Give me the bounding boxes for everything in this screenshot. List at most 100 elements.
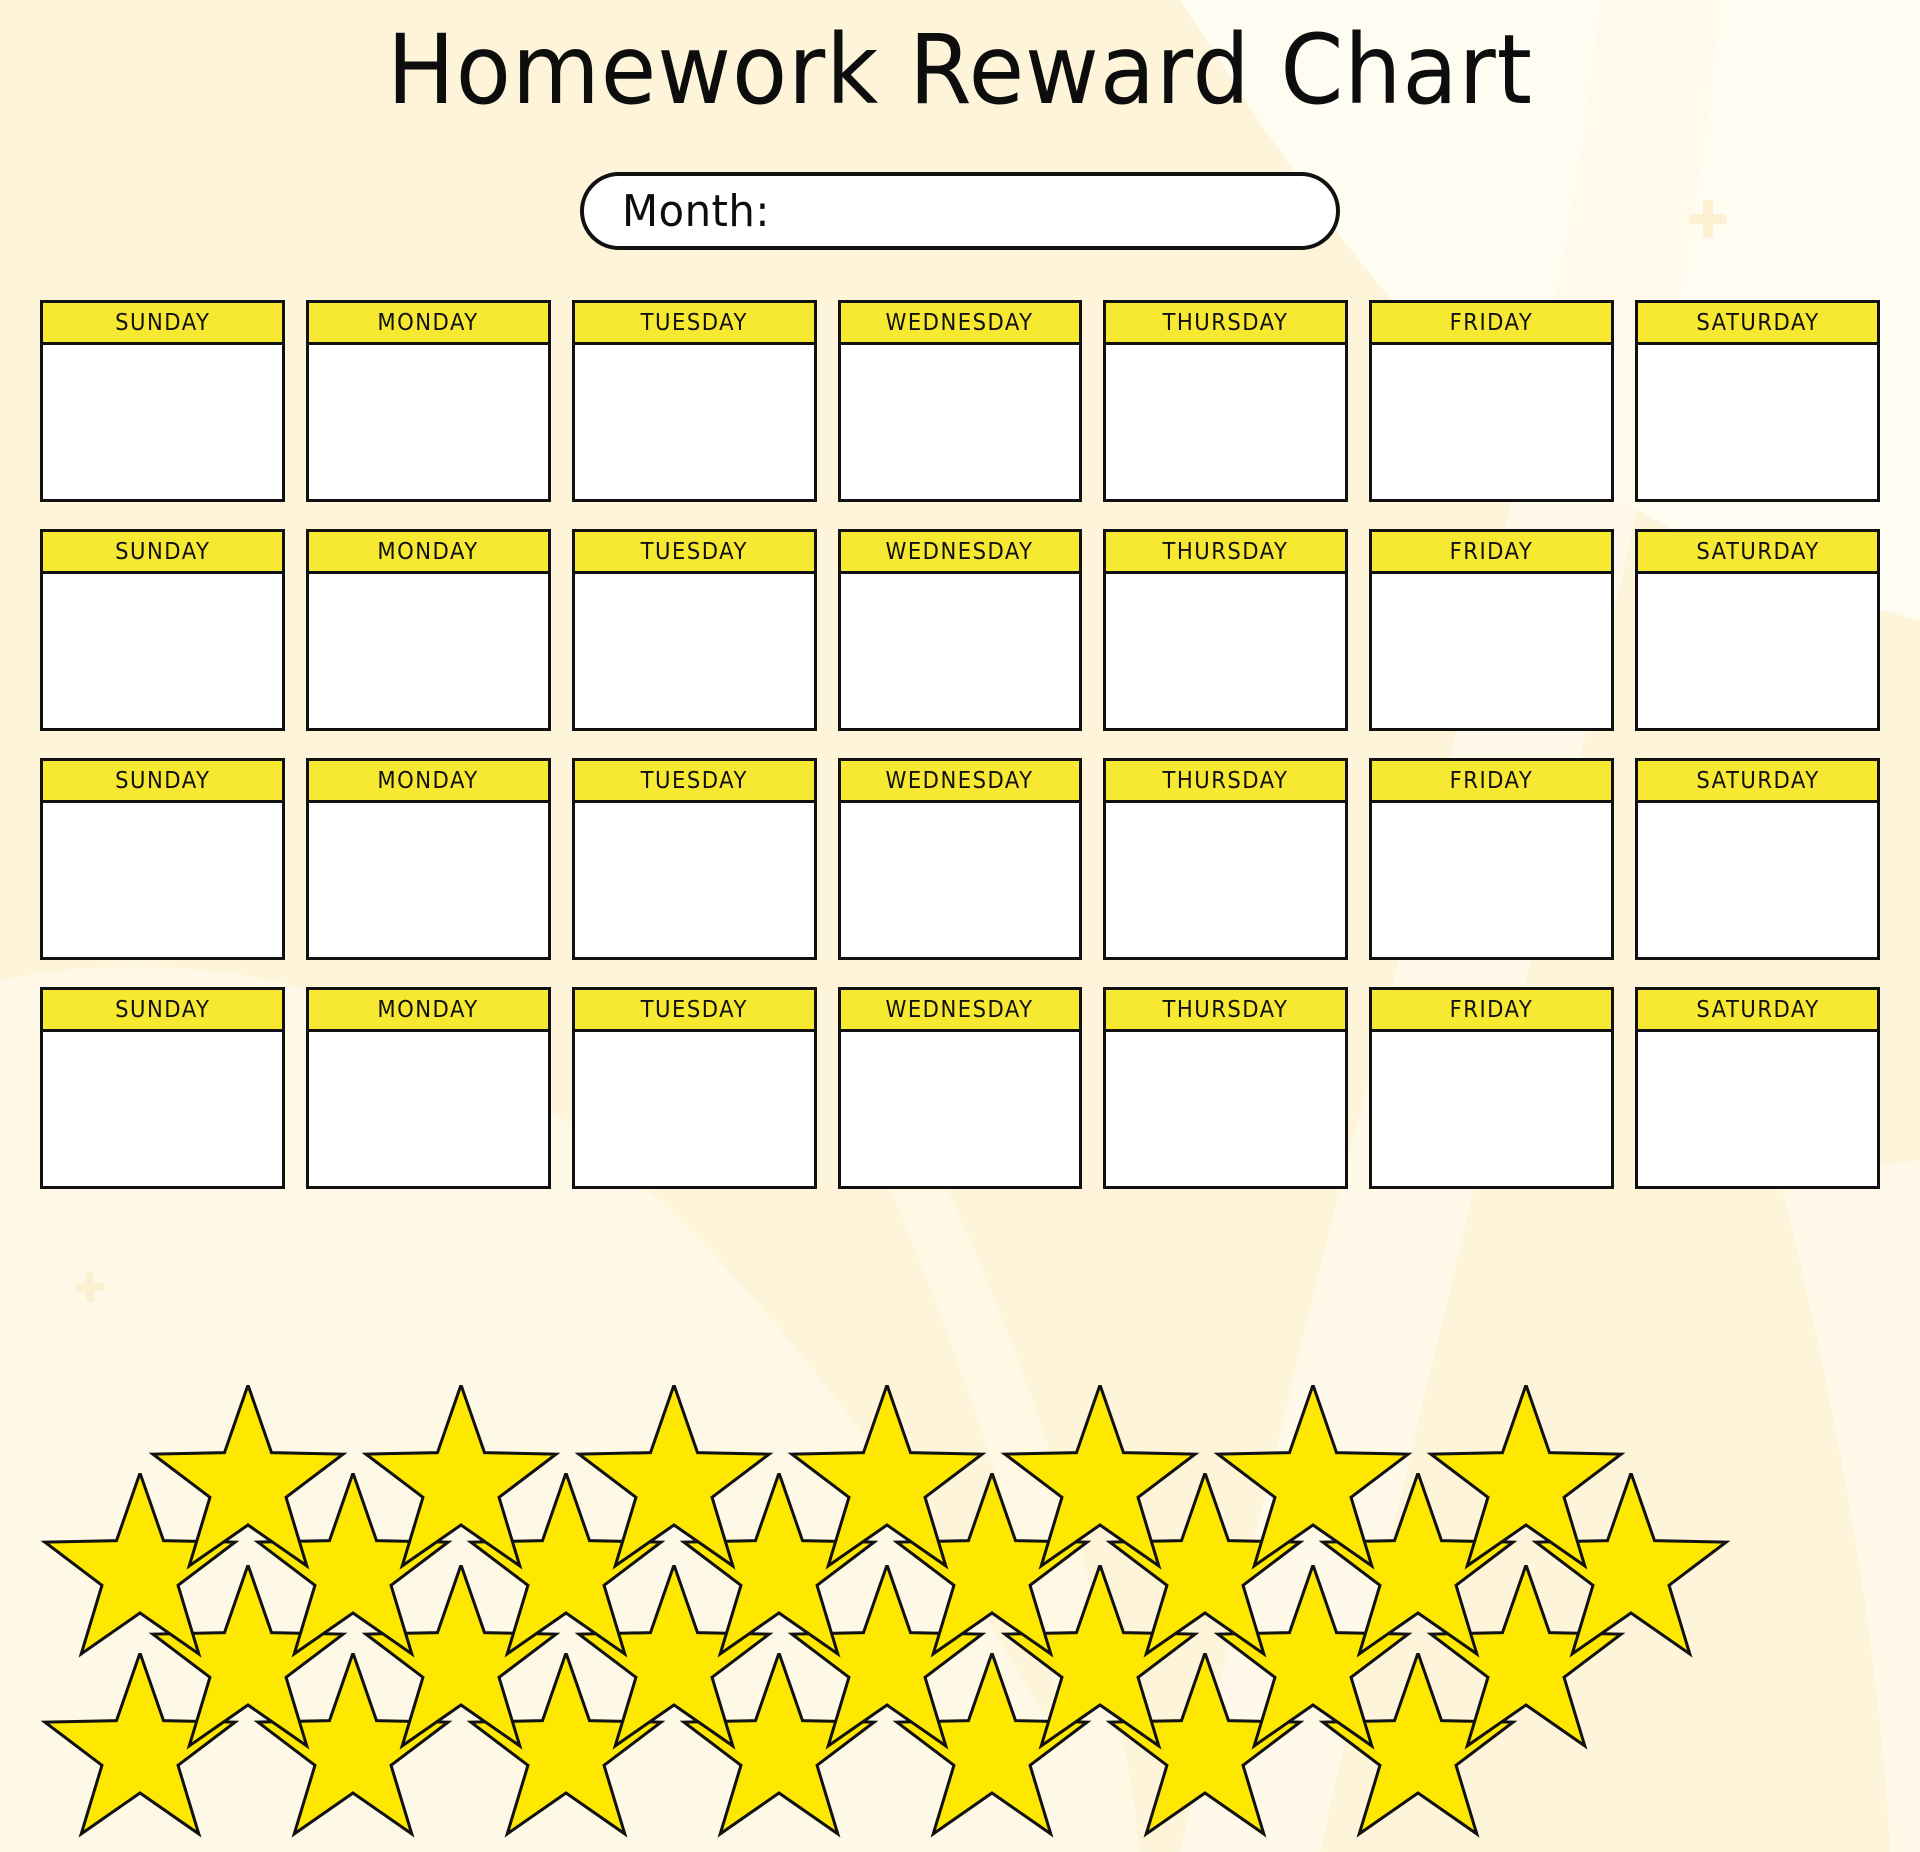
day-entry-box[interactable] — [1369, 1029, 1615, 1189]
day-header-label: TUESDAY — [640, 767, 748, 794]
day-entry-box[interactable] — [1369, 571, 1615, 731]
day-header-label: WEDNESDAY — [885, 538, 1035, 565]
day-entry-box[interactable] — [1369, 342, 1615, 502]
day-entry-box[interactable] — [571, 342, 817, 502]
calendar-week-row: SUNDAY MONDAY TUESDAY WEDNESDAY THURSDAY FRID… — [40, 987, 1881, 1189]
day-header-tuesday: TUESDAY — [571, 987, 817, 1029]
day-header-label: TUESDAY — [640, 996, 748, 1023]
calendar-day-cell: WEDNESDAY — [837, 987, 1083, 1189]
day-entry-box[interactable] — [1103, 342, 1349, 502]
day-header-label: SUNDAY — [114, 538, 211, 565]
page-title: Homework Reward Chart — [386, 14, 1534, 126]
chart-header: Homework Reward Chart — [0, 0, 1920, 120]
day-header-label: WEDNESDAY — [885, 996, 1035, 1023]
month-label: Month: — [622, 185, 770, 237]
day-header-tuesday: TUESDAY — [571, 529, 817, 571]
day-header-saturday: SATURDAY — [1635, 758, 1881, 800]
calendar-day-cell: FRIDAY — [1369, 987, 1615, 1189]
calendar-week-row: SUNDAY MONDAY TUESDAY WEDNESDAY THURSDAY FRID… — [40, 529, 1881, 731]
day-header-label: THURSDAY — [1162, 538, 1289, 565]
star-icon — [1426, 1385, 1626, 1570]
day-header-label: FRIDAY — [1449, 309, 1534, 336]
day-header-label: SUNDAY — [114, 309, 211, 336]
day-entry-box[interactable] — [837, 342, 1083, 502]
day-header-saturday: SATURDAY — [1635, 987, 1881, 1029]
calendar-week-row: SUNDAY MONDAY TUESDAY WEDNESDAY THURSDAY FRID… — [40, 758, 1881, 960]
day-entry-box[interactable] — [305, 1029, 551, 1189]
day-header-label: WEDNESDAY — [885, 767, 1035, 794]
day-entry-box[interactable] — [40, 342, 285, 502]
calendar-day-cell: FRIDAY — [1369, 529, 1615, 731]
star-icon — [361, 1385, 561, 1570]
day-entry-box[interactable] — [305, 342, 551, 502]
calendar-day-cell: TUESDAY — [571, 987, 817, 1189]
calendar-day-cell: SUNDAY — [40, 987, 285, 1189]
day-header-label: MONDAY — [377, 767, 479, 794]
day-entry-box[interactable] — [1103, 571, 1349, 731]
calendar-day-cell: TUESDAY — [571, 300, 817, 502]
day-header-label: SUNDAY — [114, 996, 211, 1023]
day-entry-box[interactable] — [1369, 800, 1615, 960]
day-header-label: TUESDAY — [640, 538, 748, 565]
day-header-friday: FRIDAY — [1369, 529, 1615, 571]
day-header-label: SATURDAY — [1695, 309, 1820, 336]
day-header-wednesday: WEDNESDAY — [837, 300, 1083, 342]
day-header-monday: MONDAY — [305, 300, 551, 342]
calendar-day-cell: SATURDAY — [1635, 300, 1881, 502]
day-header-label: FRIDAY — [1449, 538, 1534, 565]
day-header-monday: MONDAY — [305, 987, 551, 1029]
day-entry-box[interactable] — [1103, 1029, 1349, 1189]
calendar-week-row: SUNDAY MONDAY TUESDAY WEDNESDAY THURSDAY FRID… — [40, 300, 1881, 502]
day-header-thursday: THURSDAY — [1103, 758, 1349, 800]
day-header-label: WEDNESDAY — [885, 309, 1035, 336]
day-header-tuesday: TUESDAY — [571, 758, 817, 800]
day-header-sunday: SUNDAY — [40, 758, 285, 800]
day-entry-box[interactable] — [571, 800, 817, 960]
day-entry-box[interactable] — [1635, 800, 1881, 960]
day-entry-box[interactable] — [571, 1029, 817, 1189]
day-entry-box[interactable] — [1635, 342, 1881, 502]
star-icon — [1213, 1385, 1413, 1570]
day-header-label: THURSDAY — [1162, 767, 1289, 794]
day-header-friday: FRIDAY — [1369, 987, 1615, 1029]
calendar-day-cell: SUNDAY — [40, 758, 285, 960]
day-entry-box[interactable] — [40, 571, 285, 731]
day-header-thursday: THURSDAY — [1103, 300, 1349, 342]
day-entry-box[interactable] — [305, 571, 551, 731]
calendar-grid: SUNDAY MONDAY TUESDAY WEDNESDAY THURSDAY FRID… — [40, 300, 1881, 1189]
day-entry-box[interactable] — [837, 1029, 1083, 1189]
day-header-wednesday: WEDNESDAY — [837, 758, 1083, 800]
calendar-day-cell: MONDAY — [305, 300, 551, 502]
day-entry-box[interactable] — [40, 1029, 285, 1189]
calendar-day-cell: WEDNESDAY — [837, 529, 1083, 731]
calendar-day-cell: WEDNESDAY — [837, 758, 1083, 960]
day-header-friday: FRIDAY — [1369, 300, 1615, 342]
day-entry-box[interactable] — [1103, 800, 1349, 960]
day-entry-box[interactable] — [571, 571, 817, 731]
day-header-label: SATURDAY — [1695, 538, 1820, 565]
calendar-day-cell: MONDAY — [305, 987, 551, 1189]
calendar-day-cell: FRIDAY — [1369, 300, 1615, 502]
calendar-day-cell: SATURDAY — [1635, 758, 1881, 960]
day-entry-box[interactable] — [305, 800, 551, 960]
calendar-day-cell: SATURDAY — [1635, 529, 1881, 731]
calendar-day-cell: THURSDAY — [1103, 758, 1349, 960]
day-header-thursday: THURSDAY — [1103, 987, 1349, 1029]
day-header-label: THURSDAY — [1162, 309, 1289, 336]
calendar-day-cell: THURSDAY — [1103, 987, 1349, 1189]
day-entry-box[interactable] — [1635, 1029, 1881, 1189]
star-icon — [787, 1385, 987, 1570]
day-header-thursday: THURSDAY — [1103, 529, 1349, 571]
day-header-label: THURSDAY — [1162, 996, 1289, 1023]
day-entry-box[interactable] — [837, 571, 1083, 731]
day-entry-box[interactable] — [1635, 571, 1881, 731]
calendar-day-cell: TUESDAY — [571, 758, 817, 960]
calendar-day-cell: THURSDAY — [1103, 300, 1349, 502]
day-entry-box[interactable] — [40, 800, 285, 960]
month-input[interactable]: Month: — [580, 172, 1340, 250]
day-header-sunday: SUNDAY — [40, 529, 285, 571]
day-header-saturday: SATURDAY — [1635, 529, 1881, 571]
day-entry-box[interactable] — [837, 800, 1083, 960]
day-header-label: SUNDAY — [114, 767, 211, 794]
calendar-day-cell: TUESDAY — [571, 529, 817, 731]
